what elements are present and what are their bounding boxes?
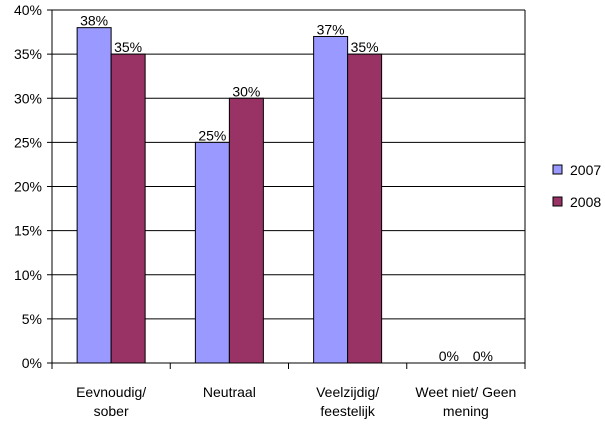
legend-label: 2008 [570,194,601,210]
data-label: 0% [439,348,459,364]
data-label: 37% [317,21,345,37]
bar [228,97,264,364]
x-axis-ticks: Eevnoudig/sober Neutraal Veelzijdig/feeste… [51,363,526,419]
legend: 2007 2008 [552,162,601,210]
bar [110,53,146,364]
y-tick-label: 10% [14,267,42,283]
y-tick-label: 25% [14,134,42,150]
y-tick-label: 15% [14,223,42,239]
bar [76,27,112,364]
y-tick-label: 40% [14,2,42,18]
data-label: 0% [473,348,493,364]
y-tick-label: 20% [14,179,42,195]
y-tick-label: 35% [14,46,42,62]
x-tick-label: Weet niet/ Geen mening [415,384,516,419]
legend-swatch [552,164,563,175]
x-tick-label: Neutraal [203,384,256,400]
y-tick-label: 0% [22,355,42,371]
data-label: 35% [114,39,142,55]
bar [194,141,230,364]
data-labels: 38% 35% 25% 30% 37% 35% 0% 0% [80,13,493,364]
y-axis-ticks: 0% 5% 10% 15% 20% 25% 30% 35% 40% [14,2,52,371]
bar [313,35,349,364]
y-tick-label: 5% [22,311,42,327]
data-label: 25% [198,127,226,143]
legend-label: 2007 [570,162,601,178]
y-tick-label: 30% [14,90,42,106]
legend-swatch [552,196,563,207]
bars [76,27,383,364]
data-label: 35% [351,39,379,55]
data-label: 38% [80,13,108,29]
x-tick-label: Veelzijdig/feestelijk [316,384,379,419]
x-tick-label: Eevnoudig/sober [76,384,146,419]
data-label: 30% [232,83,260,99]
bar [347,53,383,364]
